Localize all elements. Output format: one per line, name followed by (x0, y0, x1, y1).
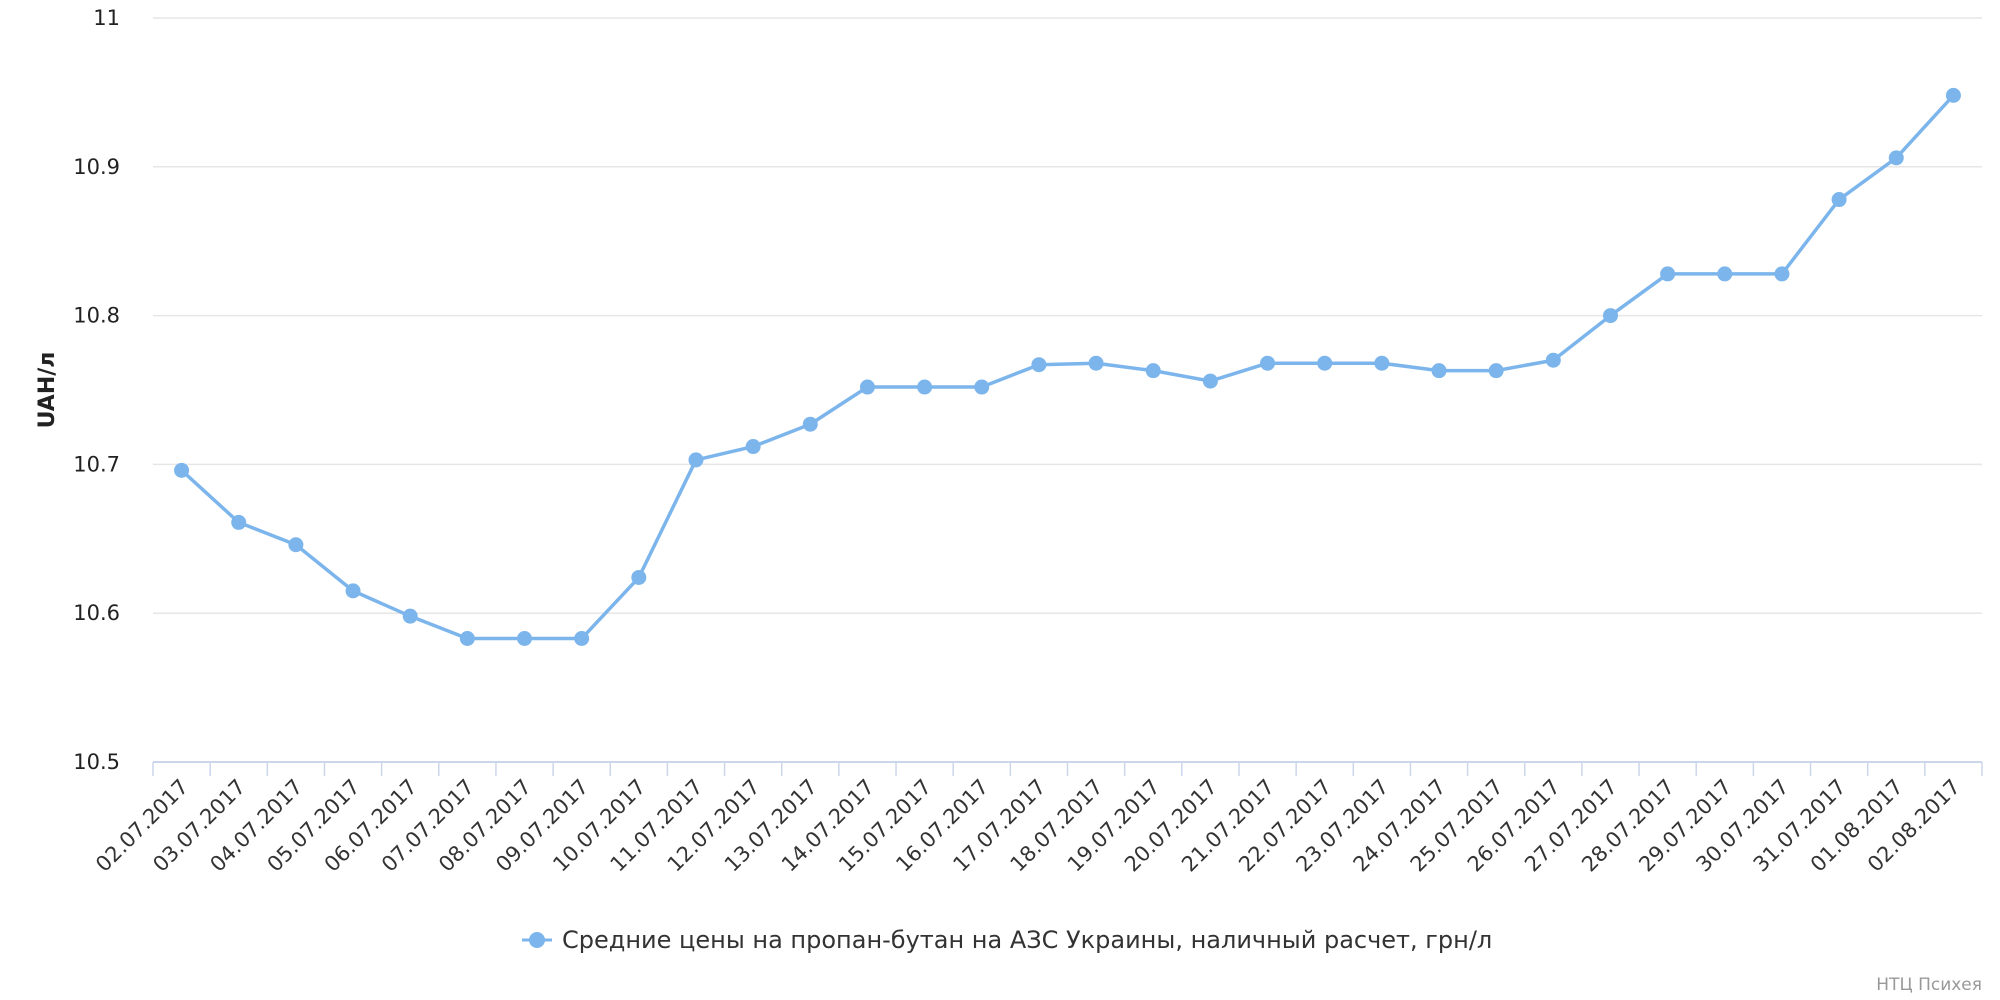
y-tick-label: 10.8 (73, 304, 120, 328)
data-point[interactable] (1488, 363, 1504, 379)
legend[interactable]: Средние цены на пропан-бутан на АЗС Укра… (522, 926, 1492, 954)
series (174, 87, 1961, 646)
data-point[interactable] (859, 379, 875, 395)
data-point[interactable] (1317, 355, 1333, 371)
data-point[interactable] (231, 514, 247, 530)
data-point[interactable] (1145, 363, 1161, 379)
data-point[interactable] (288, 537, 304, 553)
data-point[interactable] (574, 630, 590, 646)
data-point[interactable] (1202, 373, 1218, 389)
data-point[interactable] (974, 379, 990, 395)
legend-marker-icon (529, 932, 545, 948)
data-point[interactable] (1774, 266, 1790, 282)
data-point[interactable] (1545, 352, 1561, 368)
y-axis-title: UAH/л (35, 352, 60, 429)
data-point[interactable] (402, 608, 418, 624)
data-point[interactable] (745, 439, 761, 455)
data-point[interactable] (631, 569, 647, 585)
y-tick-label: 10.7 (73, 452, 120, 476)
y-tick-label: 10.9 (73, 155, 120, 179)
data-point[interactable] (459, 630, 475, 646)
data-point[interactable] (174, 462, 190, 478)
data-point[interactable] (1717, 266, 1733, 282)
data-point[interactable] (1888, 150, 1904, 166)
x-axis-ticks: 02.07.201703.07.201704.07.201705.07.2017… (91, 762, 1983, 877)
series-line (179, 93, 1956, 641)
data-point[interactable] (1088, 355, 1104, 371)
data-point[interactable] (1602, 308, 1618, 324)
grid (153, 17, 1982, 614)
data-point[interactable] (517, 630, 533, 646)
data-point[interactable] (1660, 266, 1676, 282)
data-point[interactable] (802, 416, 818, 432)
y-axis-ticks: 10.5 10.6 10.7 10.8 10.9 11 (73, 6, 120, 774)
y-tick-label: 11 (93, 6, 120, 30)
y-tick-label: 10.5 (73, 750, 120, 774)
data-point[interactable] (1431, 363, 1447, 379)
data-point[interactable] (345, 583, 361, 599)
data-point[interactable] (688, 452, 704, 468)
data-point[interactable] (1260, 355, 1276, 371)
legend-label: Средние цены на пропан-бутан на АЗС Укра… (562, 926, 1492, 954)
y-tick-label: 10.6 (73, 601, 120, 625)
data-point[interactable] (1831, 192, 1847, 208)
data-point[interactable] (917, 379, 933, 395)
chart-credit[interactable]: НТЦ Психея (1876, 975, 1982, 995)
data-point[interactable] (1945, 87, 1961, 103)
data-point[interactable] (1031, 357, 1047, 373)
data-point[interactable] (1374, 355, 1390, 371)
